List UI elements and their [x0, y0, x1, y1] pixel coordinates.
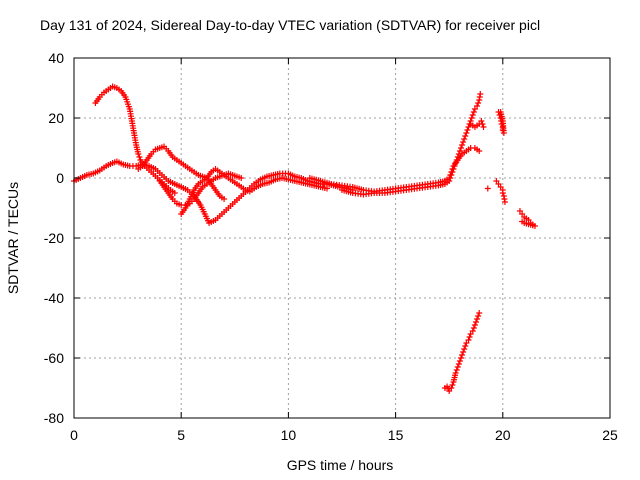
- data-point: [450, 166, 457, 172]
- data-point: [473, 319, 479, 325]
- data-point: [499, 190, 506, 196]
- x-tick-label: 5: [177, 427, 185, 443]
- y-tick-label: -60: [44, 350, 64, 366]
- tick-layer: [73, 57, 611, 419]
- data-point: [519, 218, 526, 225]
- data-point: [451, 163, 458, 169]
- x-tick-label: 0: [70, 427, 78, 443]
- x-tick-label: 15: [388, 427, 404, 443]
- data-point: [461, 136, 468, 142]
- data-point: [478, 118, 485, 124]
- series-track-j: [493, 178, 508, 205]
- data-point: [462, 343, 469, 349]
- x-tick-label: 25: [602, 427, 618, 443]
- series-track-h: [467, 118, 487, 130]
- data-point: [449, 169, 456, 175]
- y-tick-label: 40: [48, 50, 64, 66]
- x-axis-label: GPS time / hours: [287, 457, 394, 473]
- series-track-e: [178, 166, 330, 217]
- data-point: [453, 157, 460, 163]
- data-point: [457, 355, 464, 361]
- data-point: [452, 160, 459, 166]
- data-point: [453, 367, 460, 373]
- data-point: [452, 370, 459, 376]
- data-point: [479, 121, 486, 127]
- series-track-i: [495, 109, 507, 136]
- data-point: [470, 325, 477, 331]
- data-point: [171, 190, 178, 196]
- y-tick-label: -80: [44, 410, 64, 426]
- data-point: [475, 100, 482, 106]
- data-point: [476, 148, 483, 154]
- data-point: [469, 328, 476, 334]
- data-point: [475, 313, 482, 319]
- data-point: [457, 145, 464, 151]
- data-point: [462, 133, 469, 139]
- data-point: [463, 130, 470, 136]
- data-point: [471, 322, 478, 328]
- data-point: [455, 151, 462, 157]
- series-track-c: [135, 143, 228, 202]
- data-point: [459, 352, 466, 358]
- x-tick-labels: 0 5 10 15 20 25: [70, 427, 618, 443]
- series-track-m: [441, 310, 483, 394]
- data-point: [456, 358, 463, 364]
- data-point: [477, 91, 484, 97]
- series-track-l: [516, 208, 538, 229]
- data-point: [460, 349, 467, 355]
- data-point: [464, 127, 471, 133]
- data-point: [448, 172, 455, 178]
- y-axis-label: SDTVAR / TECUs: [5, 182, 21, 294]
- data-point: [221, 196, 228, 202]
- y-tick-labels: -80 -60 -40 -20 0 20 40: [44, 50, 64, 426]
- data-points-layer: [71, 83, 538, 394]
- chart-title: Day 131 of 2024, Sidereal Day-to-day VTE…: [40, 17, 540, 33]
- data-point: [455, 361, 462, 367]
- data-point: [238, 175, 245, 181]
- data-point: [470, 109, 477, 115]
- data-point: [454, 154, 461, 160]
- data-point: [474, 316, 481, 322]
- data-point: [323, 185, 330, 192]
- data-point: [447, 175, 454, 181]
- data-point: [448, 385, 455, 391]
- data-point: [484, 185, 491, 192]
- x-tick-label: 20: [495, 427, 511, 443]
- data-point: [476, 310, 483, 316]
- data-point: [454, 364, 461, 370]
- data-point: [497, 109, 504, 115]
- x-tick-label: 10: [281, 427, 297, 443]
- series-track-g: [339, 91, 484, 198]
- data-point: [501, 199, 508, 205]
- data-point: [446, 178, 453, 184]
- data-point: [466, 334, 473, 340]
- data-point: [460, 139, 467, 145]
- y-tick-label: -20: [44, 230, 64, 246]
- data-point: [469, 112, 476, 118]
- data-point: [468, 115, 475, 121]
- series-track-k: [484, 185, 491, 192]
- data-point: [449, 382, 456, 388]
- data-point: [480, 124, 487, 130]
- data-point: [136, 154, 143, 160]
- data-point: [459, 142, 466, 148]
- data-point: [461, 346, 468, 352]
- grid-layer: [74, 58, 610, 418]
- y-tick-label: 0: [56, 170, 64, 186]
- data-point: [465, 337, 472, 343]
- y-tick-label: 20: [48, 110, 64, 126]
- data-point: [135, 151, 142, 157]
- data-point: [456, 148, 463, 154]
- data-point: [474, 103, 481, 109]
- y-tick-label: -40: [44, 290, 64, 306]
